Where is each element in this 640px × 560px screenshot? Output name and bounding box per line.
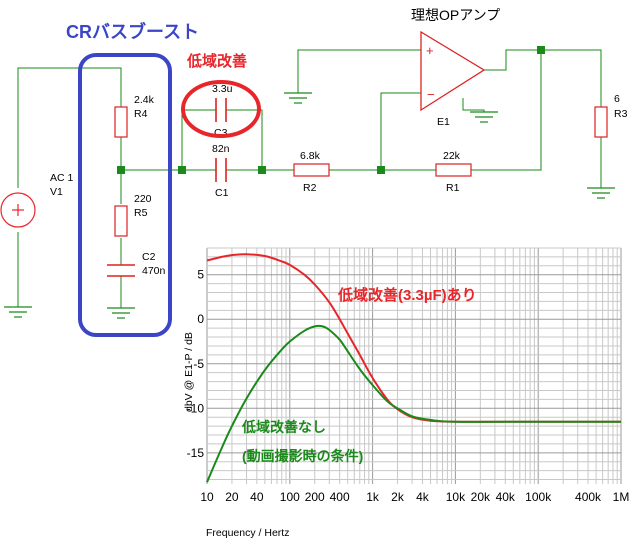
ground-symbols xyxy=(4,92,615,319)
x-tick-label: 20k xyxy=(471,490,491,504)
junction-node-b xyxy=(178,166,186,174)
r2-ref-label: R2 xyxy=(303,182,317,194)
wire-v1-top xyxy=(17,67,122,188)
x-tick-label: 200 xyxy=(305,490,325,504)
c2-value-label: 470n xyxy=(142,265,166,277)
junction-node-c xyxy=(258,166,266,174)
r4-ref-label: R4 xyxy=(134,108,148,120)
wire-opamp-gnd xyxy=(462,98,485,112)
x-tick-label: 100k xyxy=(525,490,552,504)
r2-value-label: 6.8k xyxy=(300,150,321,162)
wire-r1-out xyxy=(471,50,542,171)
ground-icon xyxy=(587,187,615,199)
x-tick-label: 40k xyxy=(496,490,516,504)
r5-resistor-symbol xyxy=(114,205,128,237)
y-tick-label: -5 xyxy=(193,357,204,371)
junction-node-a xyxy=(117,166,125,174)
series-label-without-fix-line2: (動画撮影時の条件) xyxy=(242,448,363,464)
x-tick-label: 100 xyxy=(280,490,300,504)
junction-node-d xyxy=(377,166,385,174)
r3-value-label: 6 xyxy=(614,93,620,105)
r5-value-label: 220 xyxy=(134,193,152,205)
junction-dots xyxy=(117,46,545,174)
x-tick-label: 1M xyxy=(613,490,630,504)
y-axis-label: dbV @ E1-P / dB xyxy=(183,332,195,412)
r4-value-label: 2.4k xyxy=(134,94,155,106)
v1-name-label: AC 1 xyxy=(50,172,74,184)
series-label-without-fix-line1: 低域改善なし xyxy=(241,419,326,435)
r1-value-label: 22k xyxy=(443,150,461,162)
y-tick-label: 5 xyxy=(197,268,204,282)
ground-icon xyxy=(284,92,312,104)
wire-opamp-inv xyxy=(380,92,421,170)
c1-ref-label: C1 xyxy=(215,187,229,199)
r1-ref-label: R1 xyxy=(446,182,460,194)
c3-capacitor-symbol xyxy=(215,98,227,122)
series-label-with-fix: 低域改善(3.3µF)あり xyxy=(337,286,477,304)
plot-y-tick-labels: 5 0 -5 -10 -15 xyxy=(187,268,205,460)
low-freq-improve-title: 低域改善 xyxy=(186,52,247,70)
x-tick-label: 400k xyxy=(575,490,602,504)
x-tick-label: 4k xyxy=(416,490,430,504)
r5-ref-label: R5 xyxy=(134,207,148,219)
wire-opamp-out xyxy=(484,49,602,107)
low-freq-improve-highlight-circle xyxy=(181,80,261,138)
plot-series xyxy=(206,253,621,483)
x-tick-label: 20 xyxy=(225,490,239,504)
r1-resistor-symbol xyxy=(435,163,472,177)
ac-source-symbol xyxy=(0,192,36,228)
x-tick-label: 40 xyxy=(250,490,264,504)
y-tick-label: -10 xyxy=(187,401,205,415)
x-tick-label: 10 xyxy=(200,490,214,504)
r4-resistor-symbol xyxy=(114,106,128,138)
r2-resistor-symbol xyxy=(293,163,330,177)
series-line-without-fix xyxy=(206,324,621,483)
c2-capacitor-symbol xyxy=(107,264,135,277)
opamp-title: 理想OPアンプ xyxy=(411,7,500,23)
bass-boost-highlight-box xyxy=(78,53,172,337)
svg-text:+: + xyxy=(426,43,434,58)
frequency-response-plot: 10 20 40 100 200 400 1k 2k 4k 10k 20k 40k 100k 400k 1M… xyxy=(183,247,629,539)
wire-opamp-noninv xyxy=(297,49,421,93)
c3-value-label: 3.3u xyxy=(212,83,233,95)
svg-text:−: − xyxy=(427,87,435,102)
opamp-ref-label: E1 xyxy=(437,116,450,128)
y-tick-label: -15 xyxy=(187,446,205,460)
x-tick-label: 1k xyxy=(366,490,380,504)
c1-capacitor-symbol xyxy=(215,158,227,182)
wire-c3-right xyxy=(226,109,263,170)
plot-x-tick-labels: 10 20 40 100 200 400 1k 2k 4k 10k 20k 40k 100k 400k 1M xyxy=(200,490,629,504)
ground-icon xyxy=(4,306,32,318)
x-tick-label: 10k xyxy=(446,490,466,504)
bass-boost-title: CRバスブースト xyxy=(66,21,199,42)
series-line-with-fix xyxy=(206,253,621,423)
c1-value-label: 82n xyxy=(212,143,230,155)
x-axis-label: Frequency / Hertz xyxy=(206,527,289,539)
junction-node-out xyxy=(537,46,545,54)
opamp-symbol: + − xyxy=(420,30,486,112)
c2-ref-label: C2 xyxy=(142,251,156,263)
x-tick-label: 400 xyxy=(330,490,350,504)
v1-ref-label: V1 xyxy=(50,186,63,198)
r3-resistor-symbol xyxy=(594,106,608,138)
y-tick-label: 0 xyxy=(197,312,204,326)
r3-ref-label: R3 xyxy=(614,108,628,120)
x-tick-label: 2k xyxy=(391,490,405,504)
ground-icon xyxy=(470,111,498,123)
plot-grid-vertical xyxy=(206,248,622,484)
ground-icon xyxy=(107,307,135,319)
